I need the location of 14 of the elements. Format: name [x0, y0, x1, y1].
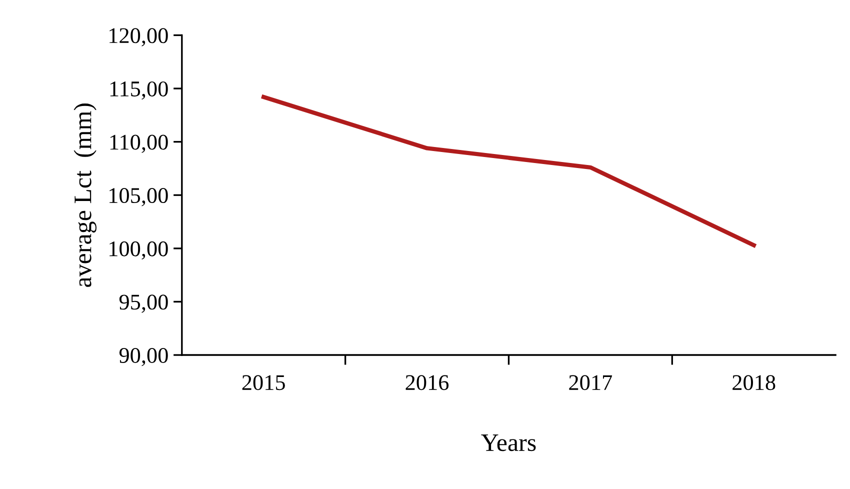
x-tick-label: 2015 [242, 375, 285, 390]
y-tick-label: 90,00 [119, 348, 168, 366]
x-tick-label: 2016 [406, 375, 449, 390]
y-tick-label: 115,00 [110, 81, 168, 100]
line-series [262, 94, 756, 248]
x-axis-title: Years [481, 434, 536, 452]
y-tick-label: 120,00 [110, 28, 168, 46]
y-tick-label: 95,00 [119, 294, 168, 313]
x-tick-label: 2018 [732, 375, 776, 390]
y-axis-title: average Lct (mm) [74, 104, 96, 287]
x-tick-label: 2017 [569, 375, 612, 390]
y-tick-label: 105,00 [110, 188, 168, 206]
y-tick-label: 110,00 [110, 134, 168, 153]
y-tick-label: 100,00 [110, 241, 168, 260]
